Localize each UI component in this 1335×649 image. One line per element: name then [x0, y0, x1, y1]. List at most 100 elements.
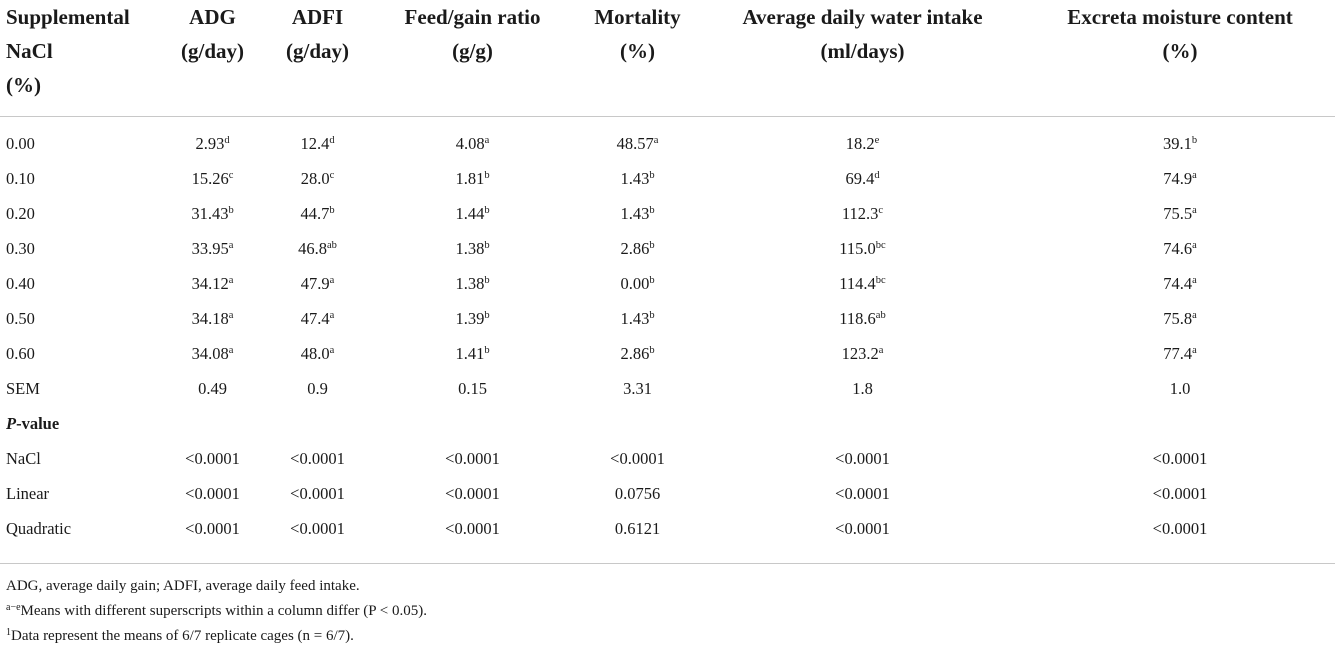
cell-value: 1.43	[620, 309, 650, 328]
table-cell: 0.00b	[575, 267, 700, 302]
table-cell: <0.0001	[835, 449, 890, 468]
table-cell: 114.4bc	[700, 267, 1025, 302]
cell-value: 47.4	[300, 309, 330, 328]
row-label: 0.40	[6, 274, 35, 293]
cell-value: 115.0	[839, 239, 876, 258]
cell-superscript: a	[484, 135, 490, 146]
table-row: SEM 0.49 0.9 0.15 3.31 1.8 1.0	[0, 372, 1335, 407]
cell-value: 1.38	[455, 274, 485, 293]
table-cell: <0.0001	[1152, 519, 1208, 538]
cell-superscript: a	[1192, 240, 1197, 251]
cell-value: 12.4	[300, 134, 330, 153]
table-row: 0.20 31.43b 44.7b 1.44b 1.43b 112.3c 75.5a	[0, 197, 1335, 232]
table-cell: 74.9a	[1025, 162, 1335, 197]
table-cell: <0.0001	[185, 484, 240, 503]
cell-superscript: b	[484, 345, 490, 356]
table-cell: 118.6ab	[700, 302, 1025, 337]
cell-value: 15.26	[191, 169, 229, 188]
table-cell: <0.0001	[185, 449, 240, 468]
cell-superscript: a	[329, 310, 335, 321]
cell-value: 1.38	[455, 239, 485, 258]
cell-superscript: b	[484, 170, 490, 181]
table-cell: 1.39b	[370, 302, 575, 337]
table-cell: 31.43b	[160, 197, 265, 232]
cell-superscript: a	[228, 240, 234, 251]
table-cell: 74.4a	[1025, 267, 1335, 302]
cell-superscript: b	[228, 205, 234, 216]
cell-superscript: bc	[875, 275, 886, 286]
cell-value: 1.43	[620, 204, 650, 223]
pvalue-row: NaCl <0.0001 <0.0001 <0.0001 <0.0001 <0.0001 <…	[0, 442, 1335, 477]
table-cell: 28.0c	[265, 162, 370, 197]
cell-superscript: bc	[875, 240, 886, 251]
cell-superscript: b	[484, 240, 490, 251]
footnote-data-means: 1Data represent the means of 6/7 replica…	[6, 627, 354, 645]
table-row: 0.00 2.93d 12.4d 4.08a 48.57a 18.2e 39.1b	[0, 127, 1335, 162]
cell-superscript: b	[649, 345, 655, 356]
cell-superscript: a	[1192, 310, 1197, 321]
pvalue-heading-row: P-value	[0, 407, 1335, 442]
table-cell: 1.0	[1025, 372, 1335, 407]
table-cell: <0.0001	[835, 484, 890, 503]
cell-superscript: a	[228, 275, 234, 286]
cell-superscript: c	[228, 170, 234, 181]
table-cell: 1.38b	[370, 232, 575, 267]
table-cell: 47.9a	[265, 267, 370, 302]
cell-value: 44.7	[300, 204, 330, 223]
cell-superscript: b	[329, 205, 335, 216]
table-cell: 33.95a	[160, 232, 265, 267]
table-cell: 1.38b	[370, 267, 575, 302]
header-adfi: ADFI (g/day)	[286, 5, 349, 63]
cell-value: 114.4	[839, 274, 876, 293]
table-cell: 0.6121	[614, 519, 661, 538]
table-cell: <0.0001	[185, 519, 240, 538]
table-cell: 48.0a	[265, 337, 370, 372]
cell-superscript: b	[649, 310, 655, 321]
table-cell: 112.3c	[700, 197, 1025, 232]
table-cell: 34.18a	[160, 302, 265, 337]
table-cell: <0.0001	[290, 519, 345, 538]
table-cell: <0.0001	[1152, 449, 1208, 468]
cell-superscript: ab	[875, 310, 886, 321]
row-label: SEM	[6, 379, 40, 398]
cell-value: 28.0	[300, 169, 330, 188]
cell-value: 3.31	[623, 379, 652, 398]
cell-value: 4.08	[455, 134, 485, 153]
cell-superscript: a	[329, 345, 335, 356]
table-cell: 74.6a	[1025, 232, 1335, 267]
table-cell: 2.86b	[575, 232, 700, 267]
cell-value: 2.86	[620, 239, 650, 258]
cell-superscript: a	[1192, 275, 1197, 286]
table-cell: <0.0001	[445, 449, 500, 468]
cell-value: 39.1	[1162, 134, 1192, 153]
table-cell: 1.41b	[370, 337, 575, 372]
cell-superscript: c	[878, 205, 884, 216]
pvalue-row: Quadratic <0.0001 <0.0001 <0.0001 0.6121 <0.0…	[0, 512, 1335, 547]
footnote-superscripts: a−eMeans with different superscripts wit…	[6, 602, 427, 620]
cell-value: 74.6	[1163, 239, 1193, 258]
cell-value: 0.49	[198, 379, 227, 398]
row-label: Quadratic	[6, 519, 72, 538]
cell-value: 1.0	[1169, 379, 1191, 398]
table-header-row: Supplemental NaCl (%) ADG (g/day) ADFI (…	[0, 0, 1335, 116]
header-supplemental-nacl: Supplemental NaCl (%)	[6, 5, 130, 97]
cell-value: 1.44	[455, 204, 485, 223]
cell-value: 69.4	[845, 169, 875, 188]
table-cell: 15.26c	[160, 162, 265, 197]
table-cell: 75.5a	[1025, 197, 1335, 232]
table-row: 0.50 34.18a 47.4a 1.39b 1.43b 118.6ab 75.8a	[0, 302, 1335, 337]
table-cell: 1.43b	[575, 162, 700, 197]
table-cell: 2.93d	[160, 127, 265, 162]
cell-value: 34.18	[191, 309, 229, 328]
row-label: 0.00	[6, 134, 35, 153]
cell-superscript: d	[224, 135, 230, 146]
cell-superscript: d	[329, 135, 335, 146]
cell-value: 48.57	[616, 134, 654, 153]
cell-value: 2.86	[620, 344, 650, 363]
cell-value: 33.95	[191, 239, 229, 258]
table-cell: 4.08a	[370, 127, 575, 162]
cell-superscript: a	[228, 310, 234, 321]
row-label: 0.10	[6, 169, 35, 188]
cell-superscript: c	[329, 170, 335, 181]
cell-value: 48.0	[300, 344, 330, 363]
